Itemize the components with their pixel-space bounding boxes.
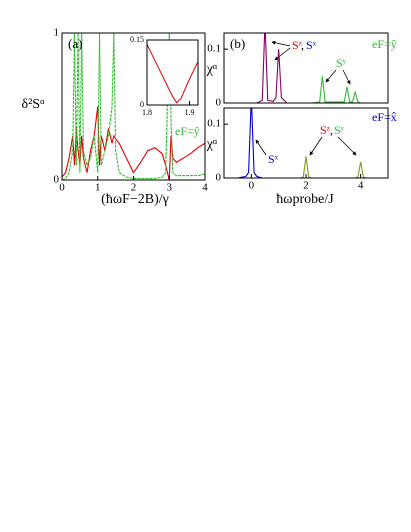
plot-area — [62, 33, 205, 180]
arrow — [342, 69, 351, 85]
x-tick-label: 0 — [249, 180, 255, 192]
line — [237, 108, 383, 178]
panel-label: (a) — [68, 36, 82, 51]
annotation: eF=ŷ — [175, 124, 200, 138]
line — [62, 33, 205, 180]
plot-area — [237, 33, 383, 103]
x-tick-label: 4 — [358, 180, 364, 192]
arrow — [274, 47, 291, 61]
annotation: , — [330, 123, 333, 137]
x-tick-label: 1 — [95, 182, 101, 194]
annotation: Sᶻ — [320, 123, 331, 137]
y-tick-label: 0.1 — [207, 43, 221, 55]
annotation: Sˣ — [268, 152, 279, 166]
y-tick-label: 1 — [54, 27, 60, 39]
x-axis-label: (ħωF−2B)/γ — [101, 192, 169, 207]
arrow — [255, 139, 267, 156]
y-tick-label: 0 — [140, 100, 144, 109]
x-tick-label: 2 — [303, 180, 309, 192]
y-tick-label: 0.1 — [207, 118, 221, 130]
annotation: Sˣ — [306, 38, 317, 52]
x-tick-label: 1.9 — [185, 108, 195, 117]
x-tick-label: 0 — [59, 182, 65, 194]
y-axis-label: χᵅ — [206, 62, 218, 77]
axes-frame — [146, 39, 199, 106]
arrow — [337, 136, 357, 156]
y-tick-label: 0 — [54, 174, 60, 186]
annotation: eF=ŷ — [372, 37, 397, 51]
y-tick-label: 0.15 — [130, 35, 144, 44]
annotation: Sʸ — [336, 56, 347, 70]
annotation: eF=x̂ — [372, 110, 397, 124]
axes-frame — [223, 32, 389, 104]
annotation: , — [301, 38, 304, 52]
annotation: Sᶻ — [292, 38, 303, 52]
arrow — [271, 40, 291, 47]
x-tick-label: 3 — [167, 182, 173, 194]
x-tick-label: 1.8 — [142, 108, 152, 117]
line — [237, 76, 383, 103]
x-axis-label: ħωprobe/J — [276, 192, 334, 207]
y-tick-label: 0 — [216, 97, 222, 109]
line — [237, 33, 383, 103]
y-axis-label: χᵅ — [206, 137, 218, 152]
x-tick-label: 4 — [202, 182, 208, 194]
annotation: Sʸ — [334, 123, 345, 137]
arrow — [325, 69, 337, 83]
panel-label: (b) — [230, 36, 245, 51]
plot-area — [147, 44, 198, 104]
arrow — [309, 136, 323, 156]
inset-background — [147, 40, 198, 105]
y-tick-label: 0 — [216, 172, 222, 184]
y-axis-label: δ²Sᵅ — [22, 97, 46, 112]
x-tick-label: 2 — [131, 182, 137, 194]
plot-area — [237, 108, 383, 178]
line — [237, 156, 383, 178]
line — [147, 44, 198, 104]
arrows — [255, 40, 357, 156]
